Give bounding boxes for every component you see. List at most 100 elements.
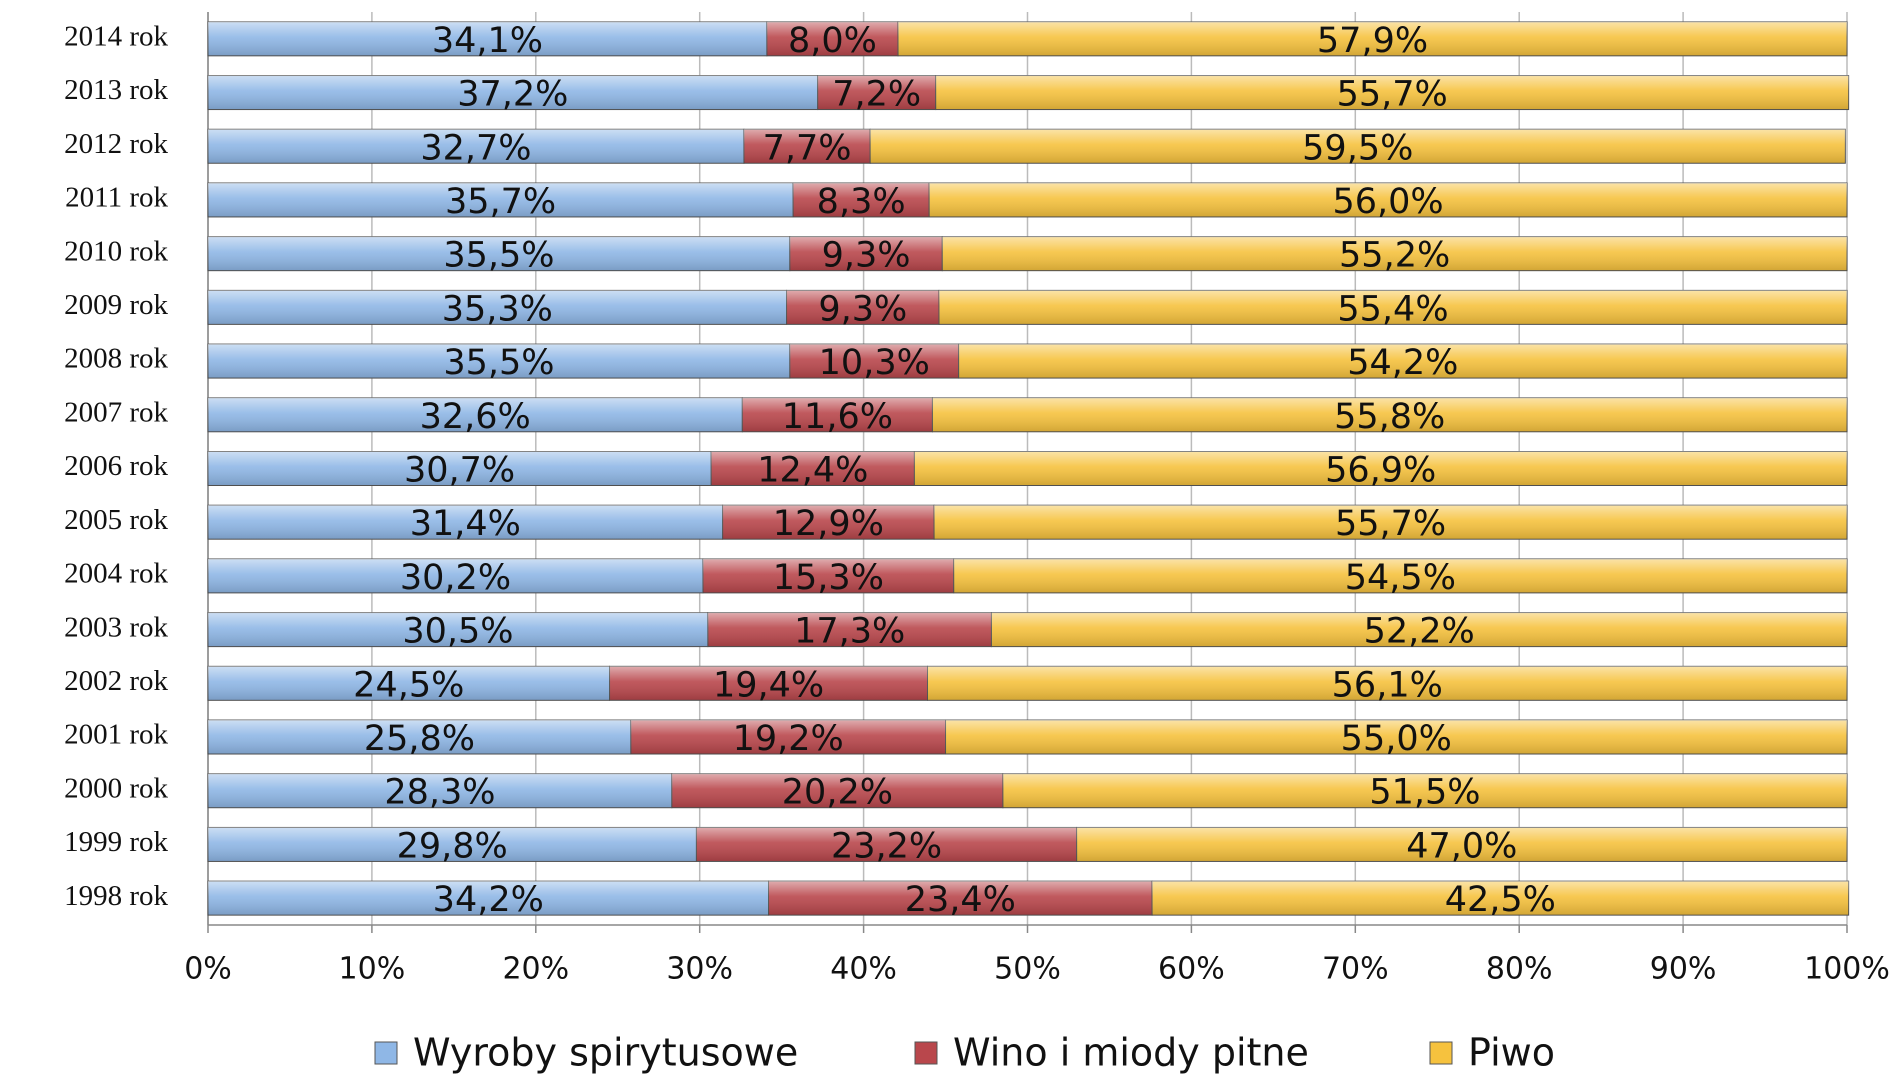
legend-swatch [914,1041,938,1065]
bar-shine [766,21,899,56]
value-label: 31,4% [410,504,521,544]
bar-shine [208,75,818,110]
value-label: 12,9% [773,504,884,544]
value-label: 28,3% [384,773,495,813]
value-label: 56,9% [1325,451,1436,491]
value-label: 30,5% [402,612,513,652]
value-label: 35,5% [443,343,554,383]
value-label: 11,6% [782,397,893,437]
y-tick-label: 2011 rok [65,182,168,214]
value-label: 35,5% [443,236,554,276]
y-tick-label: 2000 rok [64,772,168,804]
bar-shine [630,720,946,755]
legend-label: Wino i miody pitne [953,1031,1309,1075]
bar-shine [208,182,794,217]
bar-shine [208,397,743,432]
bar-shine [898,21,1847,56]
value-label: 7,2% [832,75,921,115]
x-tick-label: 20% [502,952,569,987]
value-label: 42,5% [1445,880,1556,920]
bar-shine [696,827,1077,862]
bar-shine [938,290,1847,325]
value-label: 9,3% [822,236,911,276]
value-label: 25,8% [364,719,475,759]
bar-shine [702,558,954,593]
bar-shine [208,344,790,379]
bar-shine [929,182,1847,217]
bar-shine [768,881,1153,916]
bar-shine [789,236,943,271]
value-label: 8,3% [817,182,906,222]
value-label: 12,4% [757,451,868,491]
y-tick-label: 2005 rok [64,504,168,536]
bar-shine [208,290,787,325]
bar-shine [870,129,1846,164]
x-tick-label: 60% [1158,952,1225,987]
bar-shine [942,236,1847,271]
x-tick-label: 50% [994,952,1061,987]
bar-shine [953,558,1847,593]
bar-shine [208,451,712,486]
value-label: 9,3% [818,289,907,329]
value-label: 54,2% [1347,343,1458,383]
value-label: 29,8% [397,826,508,866]
x-tick-label: 90% [1650,952,1717,987]
value-label: 55,4% [1337,289,1448,329]
y-tick-label: 2014 rok [64,21,168,53]
value-label: 15,3% [773,558,884,598]
value-label: 55,2% [1339,236,1450,276]
y-tick-label: 2001 rok [64,719,168,751]
bar-shine [789,344,959,379]
bar-shine [208,558,703,593]
value-label: 35,7% [445,182,556,222]
bar-shine [707,612,992,647]
value-label: 57,9% [1317,21,1428,61]
x-tick-label: 10% [339,952,406,987]
bar-shine [671,773,1003,808]
value-label: 35,3% [442,289,553,329]
bar-shine [935,75,1849,110]
bar-shine [1002,773,1847,808]
value-label: 55,7% [1337,75,1448,115]
value-label: 23,2% [831,826,942,866]
value-label: 59,5% [1302,128,1413,168]
bar-shine [722,505,935,540]
bar-shine [1076,827,1847,862]
legend-swatch [1429,1041,1453,1065]
bar-shine [786,290,939,325]
y-tick-label: 2007 rok [64,396,168,428]
bar-shine [793,182,930,217]
y-tick-label: 2010 rok [64,235,168,267]
y-tick-label: 2002 rok [64,665,168,697]
value-label: 34,1% [432,21,543,61]
value-label: 55,0% [1341,719,1452,759]
value-label: 34,2% [433,880,544,920]
bar-shine [711,451,915,486]
x-tick-label: 100% [1804,952,1890,987]
bar-shine [208,720,631,755]
bar-shine [958,344,1847,379]
bar-shine [208,236,790,271]
y-tick-label: 2008 rok [64,343,168,375]
value-label: 47,0% [1406,826,1517,866]
value-label: 56,0% [1332,182,1443,222]
y-tick-label: 2013 rok [64,74,168,106]
value-label: 19,2% [733,719,844,759]
value-label: 7,7% [763,128,852,168]
y-tick-label: 2009 rok [64,289,168,321]
bar-shine [991,612,1847,647]
legend-swatch [374,1041,398,1065]
value-label: 23,4% [905,880,1016,920]
bar-shine [208,666,610,701]
bar-shine [208,129,744,164]
y-tick-label: 1999 rok [64,826,168,858]
x-tick-label: 0% [184,952,232,987]
value-label: 17,3% [794,612,905,652]
value-label: 51,5% [1369,773,1480,813]
value-label: 56,1% [1332,665,1443,705]
bar-shine [914,451,1847,486]
bar-shine [934,505,1847,540]
value-label: 30,2% [400,558,511,598]
bar-shine [945,720,1847,755]
